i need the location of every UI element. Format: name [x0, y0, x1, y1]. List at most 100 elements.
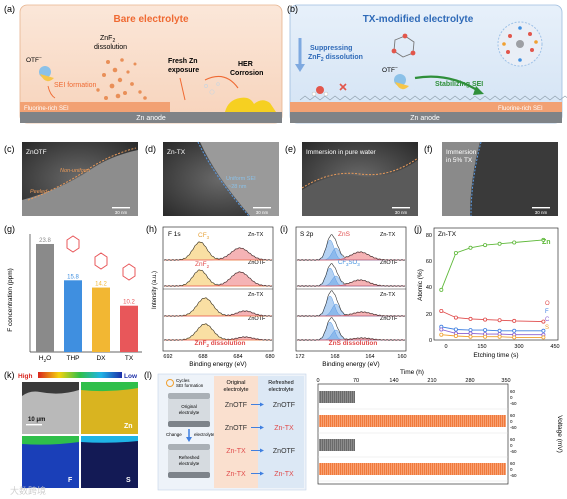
watermark: 大数跨境 [10, 485, 46, 496]
j-chart [439, 237, 546, 340]
l-voltage-trace [319, 463, 506, 475]
panel-f: (f) Immersion in 5% TX 30 nm [424, 141, 558, 217]
xps-raw-spectrum [296, 263, 406, 287]
j-ytick: 40 [426, 285, 432, 291]
otf-label-a: OTF− [26, 55, 42, 64]
xps-raw-spectrum [296, 234, 406, 261]
j-data-point [439, 332, 444, 337]
znf2-label-a: ZnF2 [100, 35, 115, 44]
j-legend-f: F [545, 309, 549, 315]
h-xticks: 692 688 684 680 [163, 354, 274, 360]
scale-bar-e: 30 nm [395, 210, 408, 215]
i-xlabel: Binding energy (eV) [322, 361, 379, 368]
panel-a-title: Bare electrolyte [113, 14, 188, 25]
h-ylabel: Intensity (a.u.) [152, 271, 158, 309]
xps-raw-spectrum [296, 317, 406, 341]
i-xticks: 172 168 164 160 [295, 354, 406, 360]
l-row-refreshed: ZnOTF [273, 448, 295, 455]
g-cat-h2o: H2O [39, 355, 51, 363]
fluorine-sei-label-b: Fluorine-rich SEI [498, 106, 543, 112]
sei-outline-e [301, 157, 419, 189]
l-change: Change [166, 432, 182, 437]
l-row-refreshed: ZnOTF [273, 402, 295, 409]
l-ytick: 0 [510, 467, 513, 472]
j-data-point [512, 240, 517, 245]
xps-fit-peak [164, 297, 272, 317]
l-change-electrolyte: electrolyte [194, 432, 215, 437]
panel-h-label: (h) [146, 224, 157, 234]
panel-d-label: (d) [145, 144, 156, 154]
h-xtick: 680 [265, 354, 274, 360]
xps-fit-peak [297, 329, 405, 341]
j-data-point [468, 245, 473, 250]
s-map [81, 436, 138, 488]
panel-e: (e) Immersion in pure water 30 nm [285, 142, 419, 216]
panel-k: (k) High Low 10 μm Zn F S [4, 370, 138, 488]
panel-e-label: (e) [285, 144, 296, 154]
l-row-refreshed: Zn-TX [274, 471, 294, 478]
j-data-point [483, 317, 488, 322]
sei-formation-arrow [47, 85, 56, 99]
j-series-line [440, 239, 544, 291]
f-map [22, 436, 79, 488]
i-xtick: 172 [295, 354, 304, 360]
refreshed-column [258, 376, 304, 488]
g-structure-icons [66, 235, 136, 281]
l-xticks: 0 70 140 210 280 350 [316, 378, 510, 384]
l-ytick: -60 [510, 425, 517, 430]
i-cfso-label: CF3SO3 [338, 260, 360, 267]
cell-original-electrolyte [168, 399, 210, 421]
g-cat-thp: THP [67, 355, 80, 362]
j-xticks: 0 150 300 450 [444, 344, 559, 350]
l-row-original: Zn-TX [226, 471, 246, 478]
solvation-molecules [502, 26, 538, 62]
k-zn-label: Zn [124, 423, 133, 430]
i-row4: ZnOTF [380, 316, 398, 322]
l-xtick: 0 [316, 378, 319, 384]
l-refreshed-1: Refreshed [179, 455, 200, 460]
sei-formation-label: SEI formation [54, 82, 97, 89]
k-colorbar [38, 372, 122, 378]
h-row3: Zn-TX [248, 292, 264, 298]
l-row-original: ZnOTF [225, 425, 247, 432]
l-ytick: 0 [510, 443, 513, 448]
j-data-point [497, 334, 502, 339]
k-high-label: High [18, 373, 32, 380]
suppress-dissolution-label: ZnF2 dissolution [308, 54, 363, 63]
j-data-point [439, 287, 444, 292]
i-xtick: 164 [365, 354, 374, 360]
l-ytick: 0 [510, 419, 513, 424]
i-xtick: 168 [330, 354, 339, 360]
panel-h: (h) Intensity (a.u.) F 1s CF3 ZnF2 Zn-TX… [146, 224, 275, 368]
j-data-point [541, 319, 546, 324]
j-xtick: 0 [444, 344, 447, 350]
xps-fit-peak [297, 321, 405, 341]
xps-raw-spectrum [163, 323, 273, 341]
l-xtick: 210 [427, 378, 436, 384]
l-voltage-trace [319, 391, 355, 403]
j-data-point [468, 316, 473, 321]
j-xlabel: Etching time (s) [473, 352, 518, 359]
j-legend-zn: Zn [542, 239, 551, 246]
water-molecule-icon [316, 86, 324, 94]
tem-c-nonuniform: Non-uniform [60, 168, 91, 174]
i-row2: ZnOTF [380, 260, 398, 266]
suppress-arrow-head [295, 64, 305, 72]
panel-b-title: TX-modified electrolyte [363, 14, 474, 25]
j-data-point [497, 241, 502, 246]
l-row-refreshed: Zn-TX [274, 425, 294, 432]
l-ytick: 60 [510, 437, 516, 442]
l-cycles: Cycles [176, 378, 190, 383]
sei-outline-c [27, 147, 137, 201]
panel-a-label: (a) [4, 4, 15, 14]
l-xtick: 70 [353, 378, 359, 384]
j-data-point [541, 328, 546, 333]
k-scale-bar: 10 μm [28, 417, 45, 423]
j-data-point [439, 327, 444, 332]
cell-top-electrode [168, 393, 210, 399]
l-xtick: 140 [389, 378, 398, 384]
xps-fit-peak [164, 323, 272, 341]
h-row1: Zn-TX [248, 232, 264, 238]
j-data-point [541, 335, 546, 340]
